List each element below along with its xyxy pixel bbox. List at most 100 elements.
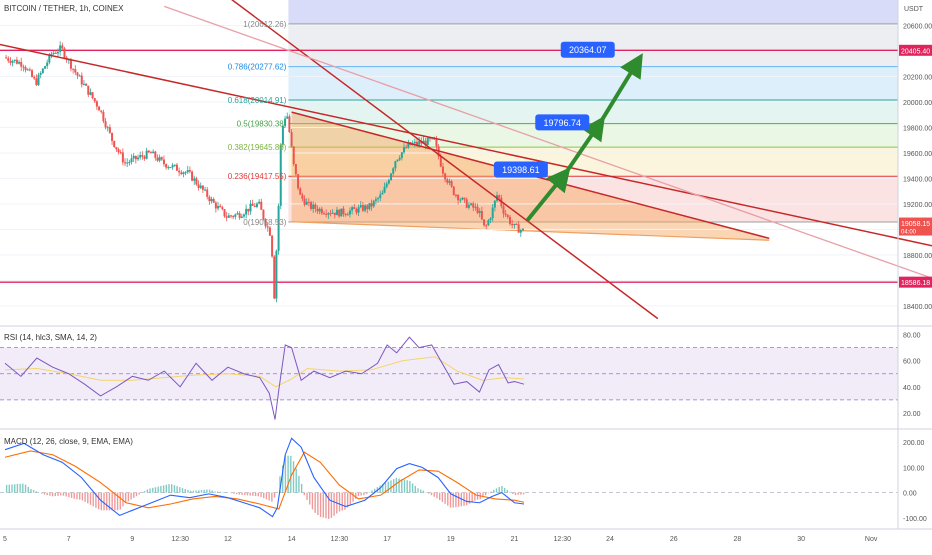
macd-histogram-bar	[52, 493, 53, 497]
candle-body	[163, 160, 165, 165]
macd-histogram-bar	[147, 489, 148, 492]
candle-body	[448, 181, 450, 183]
candle-body	[92, 92, 94, 98]
candle-body	[185, 172, 187, 173]
candle-body	[198, 184, 200, 187]
macd-histogram-bar	[130, 493, 131, 500]
macd-histogram-bar	[187, 490, 188, 493]
candle-body	[137, 157, 139, 159]
candle-body	[81, 76, 83, 85]
candle-body	[329, 213, 331, 214]
candle-body	[243, 215, 245, 217]
macd-histogram-bar	[111, 493, 112, 511]
candle-body	[492, 208, 494, 219]
candle-body	[304, 199, 306, 205]
x-tick-label: 12:30	[331, 536, 349, 543]
candle-body	[200, 186, 202, 188]
macd-histogram-bar	[49, 493, 50, 496]
candle-body	[256, 204, 258, 207]
macd-histogram-bar	[55, 493, 56, 497]
candle-body	[226, 216, 228, 217]
candle-body	[275, 251, 277, 299]
candle-body	[353, 207, 355, 209]
price-label-text: 19058.15	[901, 221, 930, 228]
candle-body	[100, 111, 102, 112]
macd-histogram-bar	[206, 490, 207, 493]
candle-body	[115, 147, 117, 149]
candle-body	[472, 203, 474, 207]
macd-histogram-bar	[290, 456, 291, 493]
candle-body	[386, 184, 388, 187]
callout-text: 19398.61	[502, 165, 540, 175]
candle-body	[74, 69, 76, 72]
candle-body	[397, 160, 399, 161]
candle-body	[444, 173, 446, 179]
candle-body	[38, 75, 40, 85]
macd-histogram-bar	[44, 493, 45, 495]
candle-body	[485, 225, 487, 226]
candle-body	[355, 209, 357, 213]
y-axis-title: USDT	[904, 6, 924, 13]
macd-histogram-bar	[301, 484, 302, 493]
candle-body	[63, 48, 65, 57]
fib-level-label: 0.382(19645.86)	[228, 143, 287, 152]
candle-body	[477, 207, 479, 213]
macd-histogram-bar	[6, 485, 7, 493]
macd-histogram-bar	[41, 493, 42, 494]
x-tick-label: 30	[797, 536, 805, 543]
candle-body	[470, 203, 472, 205]
x-tick-label: 24	[606, 536, 614, 543]
candle-body	[377, 198, 379, 199]
candle-body	[317, 209, 319, 212]
candle-body	[392, 168, 394, 173]
macd-histogram-bar	[106, 493, 107, 511]
candle-body	[505, 214, 507, 216]
candle-body	[466, 199, 468, 208]
macd-histogram-bar	[360, 493, 361, 496]
x-tick-label: 14	[288, 536, 296, 543]
candle-body	[312, 204, 314, 209]
macd-histogram-bar	[331, 493, 332, 518]
candle-body	[53, 53, 55, 54]
candle-body	[195, 178, 197, 184]
candle-body	[120, 152, 122, 153]
candle-body	[139, 155, 141, 157]
candle-body	[174, 165, 176, 166]
callout-text: 20364.07	[569, 45, 607, 55]
candle-body	[208, 197, 210, 201]
candle-body	[182, 172, 184, 174]
candle-body	[146, 151, 148, 159]
macd-histogram-bar	[325, 493, 326, 519]
macd-histogram-bar	[268, 493, 269, 501]
candle-body	[70, 59, 72, 68]
candle-body	[338, 210, 340, 217]
candle-body	[20, 62, 22, 67]
macd-histogram-bar	[71, 493, 72, 498]
y-tick-label: 19600.00	[903, 151, 932, 158]
candle-body	[18, 62, 20, 64]
macd-histogram-bar	[212, 490, 213, 492]
candle-body	[40, 73, 42, 75]
macd-histogram-bar	[74, 493, 75, 499]
candle-body	[29, 69, 31, 70]
candle-body	[487, 220, 489, 225]
macd-histogram-bar	[520, 493, 521, 495]
candle-body	[360, 205, 362, 207]
candle-body	[12, 61, 14, 63]
macd-histogram-bar	[11, 484, 12, 492]
candle-body	[522, 229, 524, 230]
macd-histogram-bar	[314, 493, 315, 513]
macd-histogram-bar	[60, 493, 61, 496]
candle-body	[135, 156, 137, 159]
macd-histogram-bar	[342, 493, 343, 511]
chart-title: BITCOIN / TETHER, 1h, COINEX	[4, 4, 124, 13]
macd-histogram-bar	[493, 490, 494, 493]
macd-y-tick-label: 100.00	[903, 465, 925, 472]
macd-histogram-bar	[263, 493, 264, 499]
macd-histogram-bar	[171, 484, 172, 492]
x-tick-label: 9	[130, 536, 134, 543]
candle-body	[351, 207, 353, 210]
candle-body	[96, 101, 98, 106]
